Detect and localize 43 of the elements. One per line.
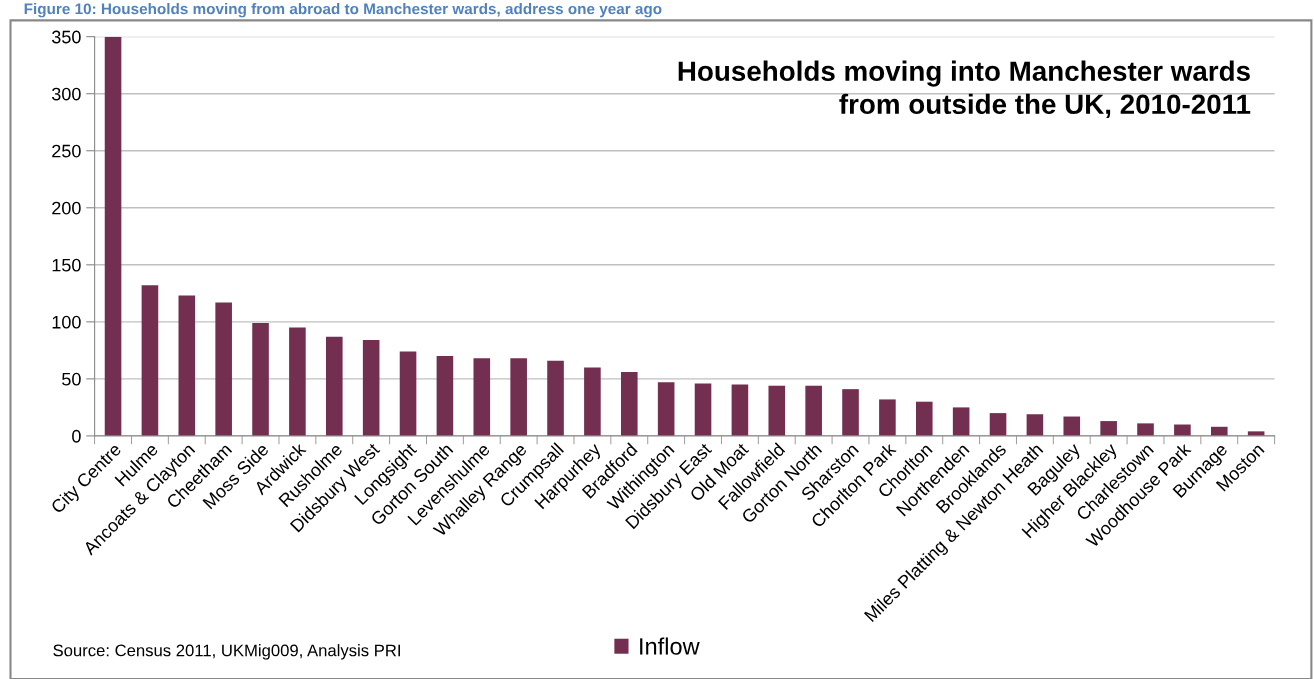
bar xyxy=(510,358,527,436)
bar xyxy=(362,340,380,436)
bar xyxy=(436,356,454,436)
y-tick-label: 200 xyxy=(52,201,81,215)
bar xyxy=(805,385,822,436)
bar xyxy=(879,399,896,436)
bar xyxy=(547,360,564,436)
caption: Figure 10: Households moving from abroad to Manchester wards, address one year ago xyxy=(24,3,662,18)
bar xyxy=(620,372,638,436)
bar xyxy=(215,302,232,436)
bar xyxy=(325,336,343,436)
bar xyxy=(1026,414,1044,436)
source-note: Source: Census 2011, UKMig009, Analysis PRI xyxy=(53,644,400,660)
legend-label: Inflow xyxy=(640,637,700,655)
y-tick-label: 300 xyxy=(51,87,81,101)
y-tick-label: 100 xyxy=(52,315,81,329)
y-tick-label: 250 xyxy=(52,144,81,158)
bar xyxy=(1063,416,1081,436)
bar xyxy=(289,327,306,436)
bar xyxy=(989,413,1007,436)
bar xyxy=(473,358,491,436)
bar xyxy=(1210,426,1228,436)
y-tick-label: 150 xyxy=(52,258,81,272)
bar xyxy=(399,351,417,436)
bar xyxy=(731,384,749,436)
bar xyxy=(584,367,601,436)
y-tick-label: 0 xyxy=(72,429,81,443)
bar xyxy=(104,36,122,436)
y-tick-label: 50 xyxy=(62,372,81,386)
bar xyxy=(694,383,712,436)
bar xyxy=(768,385,786,436)
text: Households moving into Manchester wards from outside the UK, 2010-2011 xyxy=(678,60,1251,119)
bar xyxy=(1174,424,1191,436)
bar xyxy=(952,407,970,436)
bar xyxy=(141,285,159,436)
bar xyxy=(915,401,933,436)
bar xyxy=(252,322,269,436)
bar xyxy=(1100,421,1117,436)
bar xyxy=(842,389,859,436)
bar xyxy=(1137,423,1154,436)
bar xyxy=(178,295,196,436)
y-tick-label: 350 xyxy=(51,30,81,44)
bar xyxy=(657,382,675,436)
